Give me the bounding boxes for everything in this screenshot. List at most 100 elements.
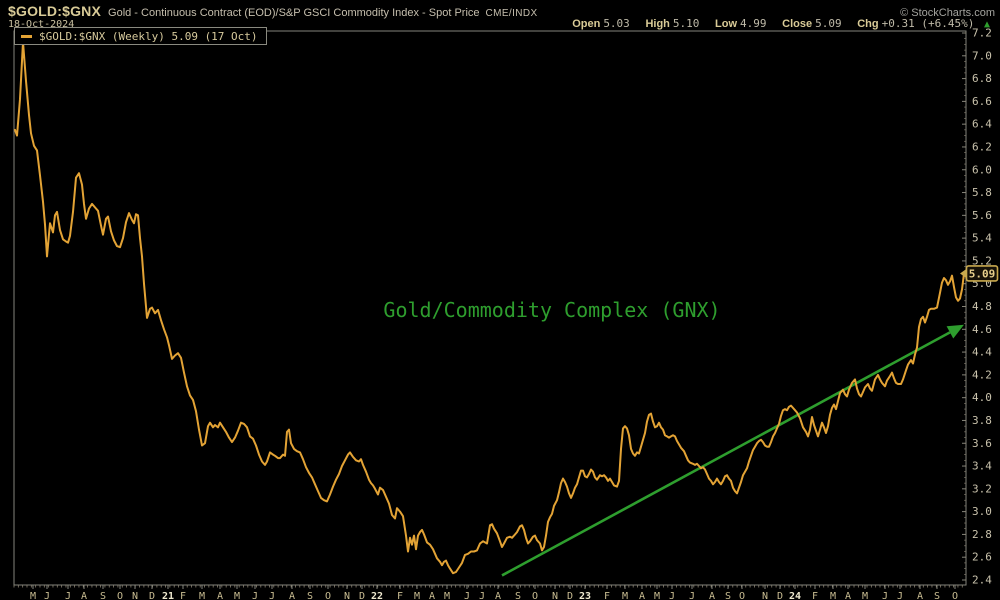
x-month-label: D — [359, 591, 365, 600]
y-tick-label: 4.2 — [972, 368, 992, 381]
x-month-label: A — [639, 591, 645, 600]
trendline — [501, 331, 951, 577]
annotation-text: Gold/Commodity Complex (GNX) — [383, 298, 720, 322]
x-month-label: J — [689, 591, 695, 600]
trendline-arrowhead-icon — [946, 324, 964, 339]
x-month-label: F — [812, 591, 818, 600]
y-tick-label: 6.0 — [972, 163, 992, 176]
x-month-label: A — [495, 591, 501, 600]
exchange-label: CME/INDX — [485, 8, 538, 19]
chart-header: $GOLD:$GNX Gold - Continuous Contract (E… — [8, 3, 995, 19]
x-month-label: A — [709, 591, 715, 600]
y-tick-label: 6.4 — [972, 118, 992, 131]
x-month-label: O — [952, 591, 958, 600]
symbol-description: Gold - Continuous Contract (EOD)/S&P GSC… — [108, 7, 480, 19]
y-tick-label: 2.4 — [972, 574, 992, 587]
chart-legend: $GOLD:$GNX (Weekly) 5.09 (17 Oct) — [14, 27, 267, 45]
y-tick-label: 3.8 — [972, 414, 992, 427]
y-tick-label: 3.6 — [972, 437, 992, 450]
y-tick-label: 7.0 — [972, 49, 992, 62]
y-tick-label: 6.8 — [972, 72, 992, 85]
y-tick-label: 3.0 — [972, 505, 992, 518]
y-tick-label: 5.8 — [972, 186, 992, 199]
y-tick-label: 4.4 — [972, 346, 992, 359]
price-bug — [965, 265, 999, 282]
x-month-label: N — [552, 591, 558, 600]
legend-line-swatch-icon — [21, 34, 32, 38]
x-month-label: N — [132, 591, 138, 600]
y-tick-label: 3.4 — [972, 460, 992, 473]
y-tick-label: 4.0 — [972, 391, 992, 404]
high-value: 5.10 — [672, 17, 700, 30]
x-month-label: J — [252, 591, 258, 600]
x-month-label: A — [217, 591, 223, 600]
x-month-label: O — [325, 591, 331, 600]
symbol-title: $GOLD:$GNX — [8, 3, 102, 19]
x-month-label: N — [762, 591, 768, 600]
x-year-label: 24 — [789, 591, 801, 600]
x-month-label: S — [515, 591, 521, 600]
copyright-label: © StockCharts.com — [900, 7, 995, 19]
price-bug-label: 5.09 — [969, 267, 996, 280]
x-month-label: S — [307, 591, 313, 600]
x-month-label: M — [654, 591, 660, 600]
x-month-label: J — [669, 591, 675, 600]
x-month-label: J — [897, 591, 903, 600]
x-month-label: D — [777, 591, 783, 600]
x-year-label: 22 — [371, 591, 383, 600]
y-tick-label: 2.6 — [972, 551, 992, 564]
y-tick-label: 6.6 — [972, 95, 992, 108]
x-month-label: J — [269, 591, 275, 600]
x-month-label: J — [464, 591, 470, 600]
x-month-label: S — [100, 591, 106, 600]
x-month-label: M — [830, 591, 836, 600]
x-month-label: A — [845, 591, 851, 600]
y-tick-label: 4.6 — [972, 323, 992, 336]
x-month-label: F — [604, 591, 610, 600]
y-tick-label: 2.8 — [972, 528, 992, 541]
low-label: Low — [715, 18, 738, 30]
low-value: 4.99 — [740, 17, 767, 30]
x-month-label: M — [199, 591, 205, 600]
x-year-label: 21 — [162, 591, 174, 600]
x-month-label: N — [344, 591, 350, 600]
x-month-label: S — [934, 591, 940, 600]
x-year-label: 23 — [579, 591, 591, 600]
x-month-label: M — [30, 591, 36, 600]
x-month-label: M — [234, 591, 240, 600]
quote-row: 18-Oct-2024 Open 5.03 High 5.10 Low 4.99 Cl… — [8, 17, 990, 30]
x-month-label: S — [725, 591, 731, 600]
change-up-arrow-icon: ▲ — [983, 19, 990, 30]
open-label: Open — [572, 18, 601, 30]
close-label: Close — [782, 18, 813, 30]
y-tick-label: 5.2 — [972, 254, 992, 267]
x-month-label: O — [739, 591, 745, 600]
x-month-label: A — [917, 591, 923, 600]
y-tick-label: 7.2 — [972, 27, 992, 40]
y-tick-label: 5.6 — [972, 209, 992, 222]
y-tick-label: 5.4 — [972, 232, 992, 245]
chart-date: 18-Oct-2024 — [8, 19, 75, 30]
x-month-label: A — [289, 591, 295, 600]
x-month-label: D — [149, 591, 155, 600]
chg-value: +0.31 (+6.45%) — [881, 17, 975, 30]
x-month-label: J — [882, 591, 888, 600]
y-tick-label: 6.2 — [972, 140, 992, 153]
x-month-label: O — [117, 591, 123, 600]
high-label: High — [645, 18, 670, 30]
x-month-label: M — [444, 591, 450, 600]
x-month-label: J — [479, 591, 485, 600]
y-tick-label: 3.2 — [972, 482, 992, 495]
x-month-label: D — [567, 591, 573, 600]
x-month-label: F — [397, 591, 403, 600]
price-line — [14, 41, 965, 575]
x-month-label: M — [414, 591, 420, 600]
x-month-label: O — [532, 591, 538, 600]
x-month-label: J — [65, 591, 71, 600]
x-month-label: J — [44, 591, 50, 600]
ohlc-readout: Open 5.03 High 5.10 Low 4.99 Close 5.09 Chg +… — [563, 17, 990, 30]
price-bug-pointer-icon — [960, 268, 967, 279]
x-month-label: M — [622, 591, 628, 600]
